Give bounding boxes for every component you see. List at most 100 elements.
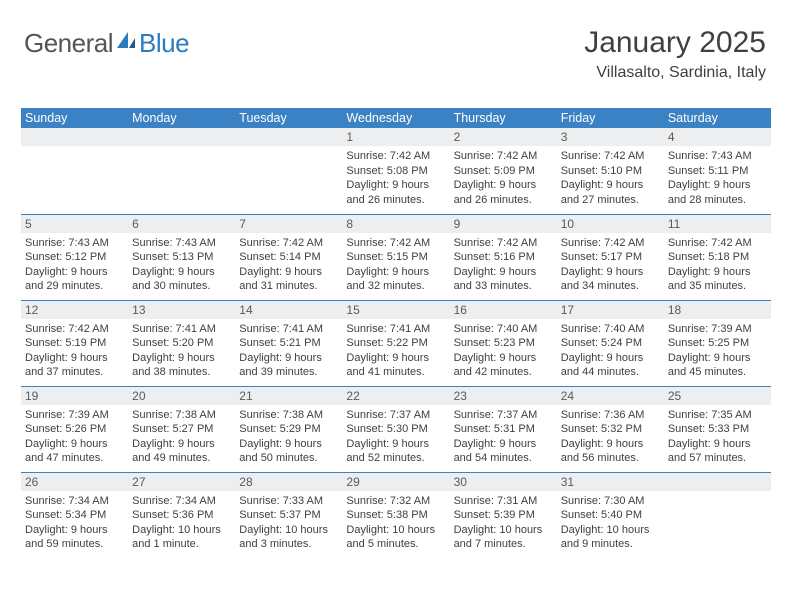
day-number: 5 <box>21 215 128 233</box>
calendar-table: Sunday Monday Tuesday Wednesday Thursday… <box>21 108 771 558</box>
calendar-cell: 4Sunrise: 7:43 AMSunset: 5:11 PMDaylight… <box>664 128 771 214</box>
day-number: 15 <box>342 301 449 319</box>
calendar-cell: 19Sunrise: 7:39 AMSunset: 5:26 PMDayligh… <box>21 386 128 472</box>
page-title: January 2025 <box>584 26 766 60</box>
weekday-friday: Friday <box>557 108 664 128</box>
day-data: Sunrise: 7:38 AMSunset: 5:29 PMDaylight:… <box>235 405 342 468</box>
day-number-empty <box>235 128 342 146</box>
calendar-cell: 30Sunrise: 7:31 AMSunset: 5:39 PMDayligh… <box>450 472 557 558</box>
day-data: Sunrise: 7:35 AMSunset: 5:33 PMDaylight:… <box>664 405 771 468</box>
calendar-cell: 15Sunrise: 7:41 AMSunset: 5:22 PMDayligh… <box>342 300 449 386</box>
calendar-cell: 11Sunrise: 7:42 AMSunset: 5:18 PMDayligh… <box>664 214 771 300</box>
calendar-cell: 27Sunrise: 7:34 AMSunset: 5:36 PMDayligh… <box>128 472 235 558</box>
day-data: Sunrise: 7:42 AMSunset: 5:18 PMDaylight:… <box>664 233 771 296</box>
calendar-body: 1Sunrise: 7:42 AMSunset: 5:08 PMDaylight… <box>21 128 771 558</box>
calendar-cell <box>128 128 235 214</box>
calendar-row: 26Sunrise: 7:34 AMSunset: 5:34 PMDayligh… <box>21 472 771 558</box>
day-number: 10 <box>557 215 664 233</box>
day-number: 27 <box>128 473 235 491</box>
logo-text-general: General <box>24 28 113 59</box>
day-number: 17 <box>557 301 664 319</box>
weekday-monday: Monday <box>128 108 235 128</box>
day-number: 9 <box>450 215 557 233</box>
calendar-cell <box>235 128 342 214</box>
calendar-cell: 14Sunrise: 7:41 AMSunset: 5:21 PMDayligh… <box>235 300 342 386</box>
header-right: January 2025 Villasalto, Sardinia, Italy <box>584 26 766 82</box>
day-data: Sunrise: 7:34 AMSunset: 5:36 PMDaylight:… <box>128 491 235 554</box>
calendar-cell: 1Sunrise: 7:42 AMSunset: 5:08 PMDaylight… <box>342 128 449 214</box>
day-data: Sunrise: 7:37 AMSunset: 5:30 PMDaylight:… <box>342 405 449 468</box>
calendar-cell: 26Sunrise: 7:34 AMSunset: 5:34 PMDayligh… <box>21 472 128 558</box>
calendar-cell: 28Sunrise: 7:33 AMSunset: 5:37 PMDayligh… <box>235 472 342 558</box>
day-number: 13 <box>128 301 235 319</box>
day-number-empty <box>21 128 128 146</box>
day-number: 23 <box>450 387 557 405</box>
day-number: 14 <box>235 301 342 319</box>
logo: General Blue <box>24 28 189 59</box>
day-data: Sunrise: 7:38 AMSunset: 5:27 PMDaylight:… <box>128 405 235 468</box>
day-number: 20 <box>128 387 235 405</box>
day-number: 31 <box>557 473 664 491</box>
day-number: 30 <box>450 473 557 491</box>
calendar-row: 19Sunrise: 7:39 AMSunset: 5:26 PMDayligh… <box>21 386 771 472</box>
day-number: 6 <box>128 215 235 233</box>
day-data: Sunrise: 7:39 AMSunset: 5:26 PMDaylight:… <box>21 405 128 468</box>
day-data: Sunrise: 7:39 AMSunset: 5:25 PMDaylight:… <box>664 319 771 382</box>
day-number: 12 <box>21 301 128 319</box>
day-number: 4 <box>664 128 771 146</box>
day-number-empty <box>664 473 771 491</box>
day-data: Sunrise: 7:40 AMSunset: 5:24 PMDaylight:… <box>557 319 664 382</box>
weekday-tuesday: Tuesday <box>235 108 342 128</box>
logo-text-blue: Blue <box>139 28 189 59</box>
day-data: Sunrise: 7:42 AMSunset: 5:14 PMDaylight:… <box>235 233 342 296</box>
day-number: 21 <box>235 387 342 405</box>
calendar-cell: 8Sunrise: 7:42 AMSunset: 5:15 PMDaylight… <box>342 214 449 300</box>
day-data: Sunrise: 7:31 AMSunset: 5:39 PMDaylight:… <box>450 491 557 554</box>
location-label: Villasalto, Sardinia, Italy <box>584 64 766 82</box>
day-data: Sunrise: 7:42 AMSunset: 5:10 PMDaylight:… <box>557 146 664 209</box>
day-number: 8 <box>342 215 449 233</box>
calendar-cell: 16Sunrise: 7:40 AMSunset: 5:23 PMDayligh… <box>450 300 557 386</box>
day-data: Sunrise: 7:43 AMSunset: 5:13 PMDaylight:… <box>128 233 235 296</box>
calendar-cell: 18Sunrise: 7:39 AMSunset: 5:25 PMDayligh… <box>664 300 771 386</box>
day-data: Sunrise: 7:42 AMSunset: 5:09 PMDaylight:… <box>450 146 557 209</box>
day-data: Sunrise: 7:42 AMSunset: 5:19 PMDaylight:… <box>21 319 128 382</box>
calendar-cell: 31Sunrise: 7:30 AMSunset: 5:40 PMDayligh… <box>557 472 664 558</box>
calendar-cell: 13Sunrise: 7:41 AMSunset: 5:20 PMDayligh… <box>128 300 235 386</box>
day-data: Sunrise: 7:41 AMSunset: 5:22 PMDaylight:… <box>342 319 449 382</box>
calendar-cell: 23Sunrise: 7:37 AMSunset: 5:31 PMDayligh… <box>450 386 557 472</box>
day-data: Sunrise: 7:41 AMSunset: 5:21 PMDaylight:… <box>235 319 342 382</box>
day-number-empty <box>128 128 235 146</box>
calendar-cell: 12Sunrise: 7:42 AMSunset: 5:19 PMDayligh… <box>21 300 128 386</box>
day-number: 19 <box>21 387 128 405</box>
day-data: Sunrise: 7:33 AMSunset: 5:37 PMDaylight:… <box>235 491 342 554</box>
day-data: Sunrise: 7:32 AMSunset: 5:38 PMDaylight:… <box>342 491 449 554</box>
day-data: Sunrise: 7:34 AMSunset: 5:34 PMDaylight:… <box>21 491 128 554</box>
calendar-cell: 3Sunrise: 7:42 AMSunset: 5:10 PMDaylight… <box>557 128 664 214</box>
day-number: 3 <box>557 128 664 146</box>
weekday-thursday: Thursday <box>450 108 557 128</box>
calendar-cell: 20Sunrise: 7:38 AMSunset: 5:27 PMDayligh… <box>128 386 235 472</box>
day-data: Sunrise: 7:42 AMSunset: 5:08 PMDaylight:… <box>342 146 449 209</box>
calendar-cell <box>664 472 771 558</box>
day-number: 18 <box>664 301 771 319</box>
day-number: 25 <box>664 387 771 405</box>
weekday-wednesday: Wednesday <box>342 108 449 128</box>
weekday-saturday: Saturday <box>664 108 771 128</box>
calendar-cell: 17Sunrise: 7:40 AMSunset: 5:24 PMDayligh… <box>557 300 664 386</box>
day-number: 24 <box>557 387 664 405</box>
day-number: 28 <box>235 473 342 491</box>
day-data: Sunrise: 7:43 AMSunset: 5:11 PMDaylight:… <box>664 146 771 209</box>
day-data: Sunrise: 7:36 AMSunset: 5:32 PMDaylight:… <box>557 405 664 468</box>
day-number: 7 <box>235 215 342 233</box>
day-number: 11 <box>664 215 771 233</box>
day-data: Sunrise: 7:37 AMSunset: 5:31 PMDaylight:… <box>450 405 557 468</box>
logo-sail-icon <box>115 30 137 57</box>
calendar-cell: 9Sunrise: 7:42 AMSunset: 5:16 PMDaylight… <box>450 214 557 300</box>
calendar-cell: 24Sunrise: 7:36 AMSunset: 5:32 PMDayligh… <box>557 386 664 472</box>
calendar-cell: 7Sunrise: 7:42 AMSunset: 5:14 PMDaylight… <box>235 214 342 300</box>
calendar-cell: 22Sunrise: 7:37 AMSunset: 5:30 PMDayligh… <box>342 386 449 472</box>
calendar-cell <box>21 128 128 214</box>
calendar-cell: 10Sunrise: 7:42 AMSunset: 5:17 PMDayligh… <box>557 214 664 300</box>
day-number: 1 <box>342 128 449 146</box>
